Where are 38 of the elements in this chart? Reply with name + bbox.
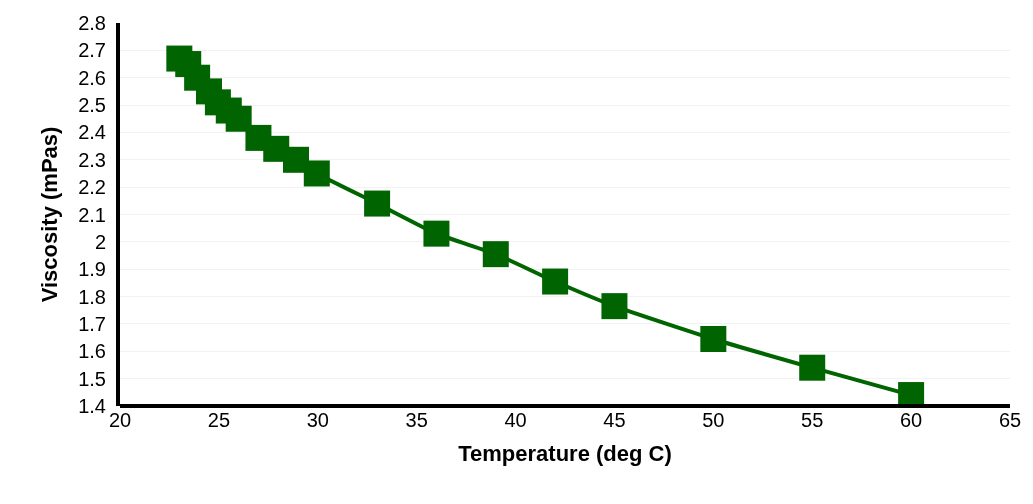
x-axis-title: Temperature (deg C) <box>458 440 672 466</box>
x-tick-label: 25 <box>207 409 231 431</box>
y-tick-label: 2.3 <box>78 148 106 171</box>
y-tick-label: 1.4 <box>78 395 106 417</box>
y-tick-label: 2.1 <box>78 203 106 226</box>
y-tick-label: 2.4 <box>78 121 106 144</box>
point <box>303 160 330 187</box>
y-axis-title: Viscosity (mPas) <box>37 126 63 303</box>
x-tick-label: 45 <box>603 409 626 431</box>
x-tick-label: 55 <box>801 409 824 431</box>
point <box>364 190 391 217</box>
y-tick-label: 2 <box>94 230 106 253</box>
x-tick-label: 50 <box>702 409 725 431</box>
y-tick-label: 2.8 <box>78 12 106 34</box>
point <box>542 268 569 295</box>
x-tick-label: 40 <box>504 409 527 431</box>
y-tick-label: 2.7 <box>78 39 106 62</box>
y-tick-label: 1.5 <box>78 367 106 390</box>
point <box>283 146 310 173</box>
y-tick-label: 1.9 <box>78 258 106 281</box>
y-tick-label: 2.5 <box>78 94 106 117</box>
x-tick-label: 30 <box>306 409 329 431</box>
x-tick-label: 20 <box>108 409 132 431</box>
x-tick-label: 60 <box>899 409 923 431</box>
y-tick-label: 2.6 <box>78 66 106 89</box>
point <box>601 293 628 320</box>
point <box>423 220 450 247</box>
point <box>799 354 826 381</box>
point <box>700 325 727 352</box>
y-tick-label: 2.2 <box>78 176 106 199</box>
point <box>898 382 925 406</box>
y-tick-label: 1.7 <box>78 312 106 335</box>
y-tick-label: 1.8 <box>78 285 106 308</box>
point <box>225 105 252 132</box>
x-tick-label: 35 <box>405 409 428 431</box>
y-tick-label: 1.6 <box>78 340 106 363</box>
x-tick-label: 65 <box>998 409 1022 431</box>
point <box>482 241 509 268</box>
